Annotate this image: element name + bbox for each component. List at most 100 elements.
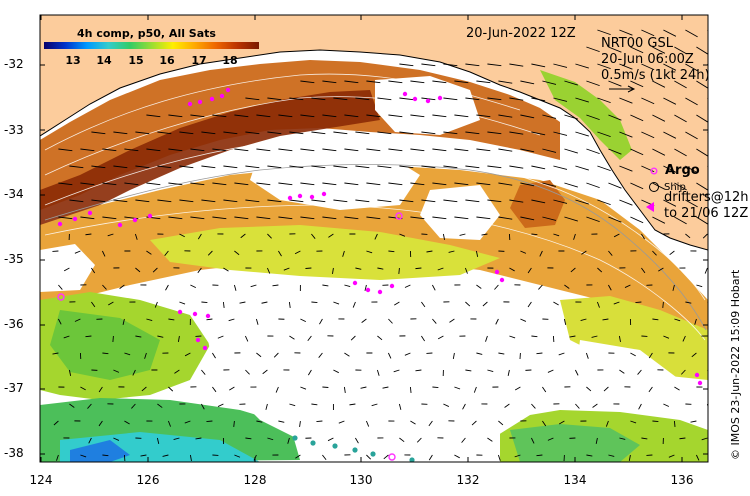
current-vector (443, 63, 458, 67)
current-vector (134, 233, 138, 240)
current-vector (564, 148, 578, 154)
current-vector (278, 420, 285, 423)
current-vector (135, 165, 150, 169)
current-vector (388, 352, 392, 359)
current-vector (245, 165, 260, 169)
current-vector (586, 80, 600, 87)
current-vector (319, 318, 323, 325)
current-vector (597, 165, 611, 172)
current-vector (553, 63, 568, 68)
current-vector (459, 233, 466, 236)
argo-legend-icon (650, 167, 658, 175)
current-vector (311, 233, 316, 239)
current-vector (619, 165, 633, 172)
current-vector (652, 80, 666, 88)
current-vector (184, 352, 191, 357)
current-vector (289, 335, 295, 340)
current-vector (328, 233, 334, 238)
current-vector (278, 250, 282, 257)
current-vector (685, 63, 698, 72)
current-vector (520, 216, 535, 221)
current-vector (663, 97, 677, 105)
current-vector (487, 63, 502, 67)
current-vector (498, 352, 505, 355)
current-vector (410, 80, 425, 84)
current-vector (619, 131, 633, 138)
current-vector (547, 437, 554, 441)
current-vector (374, 233, 378, 240)
current-vector (553, 199, 568, 204)
x-tick-label: 130 (349, 473, 373, 487)
current-vector (289, 165, 304, 169)
current-vector (432, 318, 437, 324)
current-vector (663, 199, 677, 207)
current-vector (404, 284, 411, 288)
y-tick-label: -33 (4, 123, 24, 137)
current-vector (586, 148, 600, 155)
current-vector (674, 114, 687, 123)
current-vector (448, 250, 455, 253)
current-vector (350, 335, 356, 341)
current-vector (327, 437, 334, 442)
current-vector (179, 233, 185, 238)
current-vector (58, 148, 73, 152)
land-mass (40, 15, 708, 250)
current-vector (261, 301, 268, 304)
current-vector (553, 131, 568, 136)
current-vector (630, 148, 644, 156)
current-vector (630, 80, 644, 88)
current-vector (487, 369, 494, 372)
current-vector (197, 233, 202, 240)
current-vector (669, 250, 675, 256)
current-vector (102, 454, 109, 457)
current-vector (399, 63, 414, 67)
colorbar-tick: 16 (159, 54, 175, 67)
current-vector (465, 199, 480, 203)
current-vector (432, 386, 439, 389)
current-vector (338, 420, 345, 424)
current-vector (344, 216, 359, 220)
current-vector (641, 131, 655, 139)
current-vector (201, 403, 205, 410)
current-vector (371, 403, 378, 407)
current-vector (421, 131, 436, 135)
current-vector (608, 250, 613, 256)
current-vector (245, 369, 250, 375)
current-vector (509, 131, 524, 135)
current-vector (630, 216, 644, 224)
current-vector (704, 267, 708, 274)
current-vector (592, 403, 598, 408)
current-vector (333, 165, 348, 169)
current-vector (154, 301, 158, 308)
current-vector (256, 114, 271, 118)
current-vector (355, 437, 359, 444)
current-vector (256, 182, 271, 186)
current-vector (454, 114, 469, 118)
current-vector (415, 267, 422, 270)
current-vector (514, 454, 521, 458)
current-vector (641, 233, 645, 240)
current-vector (344, 114, 359, 118)
current-vector (630, 352, 636, 357)
current-vector (608, 114, 622, 121)
current-vector (157, 131, 172, 135)
current-vector (495, 318, 499, 325)
x-tick-label: 124 (29, 473, 53, 487)
current-vector (307, 369, 312, 376)
current-vector (377, 165, 392, 169)
current-vector (442, 233, 445, 240)
current-vector (300, 80, 315, 84)
current-vector (531, 233, 538, 236)
current-vector (701, 437, 708, 441)
current-vector (443, 165, 458, 169)
current-vector (245, 97, 260, 101)
current-vector (85, 335, 92, 338)
current-vector (573, 233, 576, 240)
current-vector (217, 335, 224, 339)
current-vector (52, 352, 59, 355)
current-vector (696, 114, 708, 123)
current-vector (132, 369, 136, 376)
current-vector (432, 216, 447, 220)
current-vector (674, 216, 687, 225)
